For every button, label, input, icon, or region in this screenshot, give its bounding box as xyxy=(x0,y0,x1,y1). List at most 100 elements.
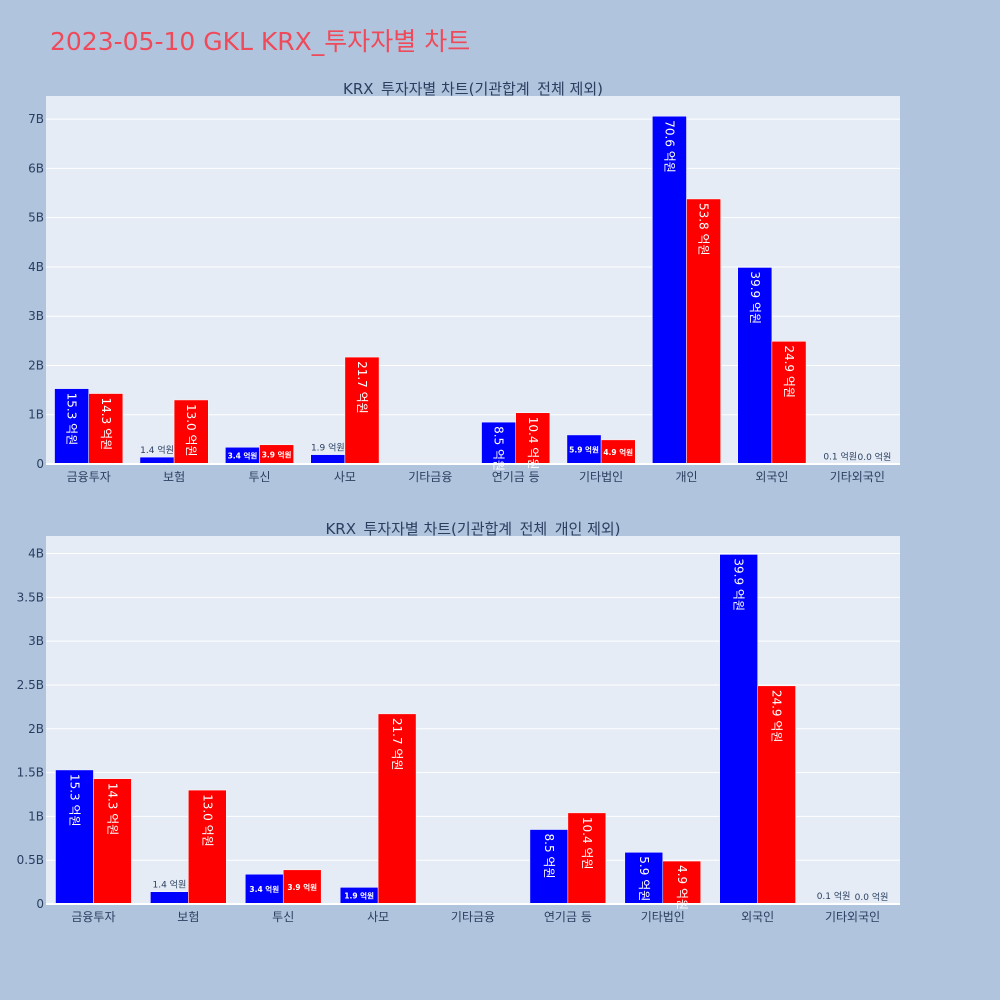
data-label: 13.0 억원 xyxy=(184,404,198,457)
data-label: 1.4 억원 xyxy=(140,444,174,456)
data-label: 21.7 억원 xyxy=(355,361,369,414)
data-label: 10.4 억원 xyxy=(526,417,540,470)
data-label: 4.9 억원 xyxy=(603,447,633,457)
x-tick-label: 금융투자 xyxy=(67,470,111,484)
y-tick-label: 4B xyxy=(28,547,44,561)
y-tick-label: 2B xyxy=(28,722,44,736)
x-tick-label: 기타법인 xyxy=(579,470,623,484)
data-label: 1.4 억원 xyxy=(152,879,186,891)
y-tick-label: 3B xyxy=(28,634,44,648)
data-label: 24.9 억원 xyxy=(770,690,784,743)
bar xyxy=(188,789,227,905)
data-label: 21.7 억원 xyxy=(390,718,404,771)
bar xyxy=(652,115,687,465)
x-tick-label: 기타외국인 xyxy=(830,470,885,484)
bar xyxy=(567,812,607,905)
data-label: 0.1 억원 xyxy=(823,451,857,463)
bar xyxy=(150,891,189,905)
data-label: 3.4 억원 xyxy=(249,884,279,894)
chart-title: KRX_투자자별 차트(기관합계_전체_개인 제외) xyxy=(325,520,620,539)
y-tick-label: 1.5B xyxy=(17,766,44,780)
x-tick-label: 사모 xyxy=(367,910,389,924)
data-label: 70.6 억원 xyxy=(662,120,676,173)
x-tick-label: 기타법인 xyxy=(641,910,685,924)
data-label: 5.9 억원 xyxy=(569,444,599,454)
data-label: 3.9 억원 xyxy=(262,449,292,459)
data-label: 15.3 억원 xyxy=(67,774,81,827)
bar xyxy=(719,554,758,905)
data-label: 0.0 억원 xyxy=(858,451,892,463)
data-label: 13.0 억원 xyxy=(200,794,214,847)
y-tick-label: 0.5B xyxy=(17,853,44,867)
x-tick-label: 기타금융 xyxy=(451,910,495,924)
bar xyxy=(757,685,796,905)
x-tick-label: 외국인 xyxy=(741,910,774,924)
bar xyxy=(310,454,346,465)
y-tick-label: 0 xyxy=(36,897,44,911)
data-label: 3.4 억원 xyxy=(228,451,258,461)
x-tick-label: 사모 xyxy=(334,470,356,484)
x-tick-label: 연기금 등 xyxy=(544,910,592,924)
bar xyxy=(737,267,773,465)
bar xyxy=(93,778,132,905)
bar xyxy=(662,860,701,905)
y-tick-label: 4B xyxy=(28,260,44,274)
data-label: 39.9 억원 xyxy=(748,271,762,324)
bar xyxy=(566,434,602,465)
bar xyxy=(55,769,94,905)
data-label: 10.4 억원 xyxy=(580,817,594,870)
y-tick-label: 7B xyxy=(28,112,44,126)
page-title: 2023-05-10 GKL KRX_투자자별 차트 xyxy=(50,27,471,56)
data-label: 53.8 억원 xyxy=(697,203,711,256)
data-label: 15.3 억원 xyxy=(65,393,79,446)
x-tick-label: 투신 xyxy=(272,910,294,924)
data-label: 0.0 억원 xyxy=(855,891,889,903)
data-label: 24.9 억원 xyxy=(782,345,796,398)
data-label: 39.9 억원 xyxy=(732,558,746,611)
x-tick-label: 개인 xyxy=(675,470,697,484)
bar xyxy=(600,439,636,465)
y-tick-label: 2B xyxy=(28,358,44,372)
bar xyxy=(515,412,551,465)
data-label: 3.9 억원 xyxy=(287,882,317,892)
data-label: 8.5 억원 xyxy=(492,426,506,471)
data-label: 14.3 억원 xyxy=(99,398,113,451)
y-tick-label: 6B xyxy=(28,161,44,175)
x-tick-label: 연기금 등 xyxy=(492,470,540,484)
y-tick-label: 5B xyxy=(28,211,44,225)
y-tick-label: 3.5B xyxy=(17,590,44,604)
bar xyxy=(481,421,516,465)
y-tick-label: 2.5B xyxy=(17,678,44,692)
data-label: 4.9 억원 xyxy=(675,865,689,910)
y-tick-label: 1B xyxy=(28,408,44,422)
chart-krx-excluding-institution-total-and-individual: KRX_투자자별 차트(기관합계_전체_개인 제외) 0 0.5B 1B 1.5B 2B 2… xyxy=(17,520,900,924)
y-tick-label: 0 xyxy=(36,457,44,471)
data-label: 5.9 억원 xyxy=(637,856,651,901)
x-tick-label: 보험 xyxy=(163,470,185,484)
bar xyxy=(686,198,721,465)
x-tick-label: 기타금융 xyxy=(408,470,452,484)
y-tick-label: 1B xyxy=(28,809,44,823)
data-label: 8.5 억원 xyxy=(542,834,556,879)
data-label: 1.9 억원 xyxy=(311,442,345,454)
bar xyxy=(88,393,124,465)
data-label: 0.1 억원 xyxy=(817,890,851,902)
x-tick-label: 외국인 xyxy=(755,470,788,484)
bar xyxy=(282,869,322,905)
bar xyxy=(624,852,664,905)
data-label: 1.9 억원 xyxy=(344,891,374,901)
bar xyxy=(377,713,417,905)
x-tick-label: 기타외국인 xyxy=(825,910,880,924)
x-tick-label: 금융투자 xyxy=(71,910,115,924)
bar xyxy=(54,388,89,465)
x-tick-label: 보험 xyxy=(177,910,199,924)
chart-krx-excluding-institution-total: KRX_투자자별 차트(기관합계_전체 제외) 0 1B 2B 3B 4B 5B 6B 7B 15… xyxy=(28,80,900,484)
bar xyxy=(344,356,380,465)
x-tick-label: 투신 xyxy=(248,470,270,484)
bar xyxy=(771,341,807,465)
bar xyxy=(139,456,175,465)
y-tick-label: 3B xyxy=(28,309,44,323)
chart-title: KRX_투자자별 차트(기관합계_전체 제외) xyxy=(343,80,603,99)
data-label: 14.3 억원 xyxy=(105,783,119,836)
